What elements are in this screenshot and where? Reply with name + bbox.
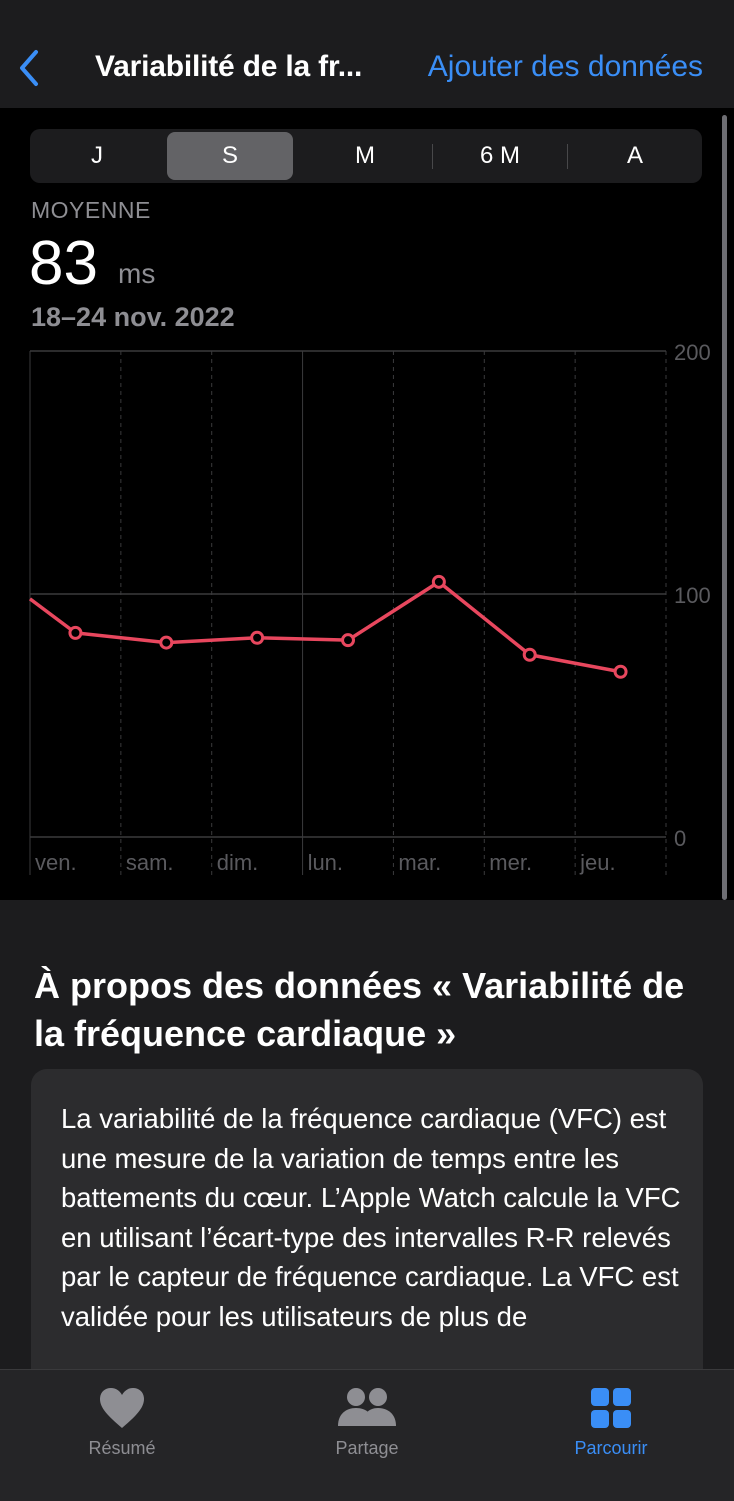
scrollbar[interactable] xyxy=(722,115,727,900)
data-point xyxy=(68,625,83,640)
average-label: MOYENNE xyxy=(31,197,151,223)
x-tick-label: ven. xyxy=(35,850,77,875)
data-point xyxy=(341,633,355,648)
segment-year[interactable]: A xyxy=(626,142,643,169)
segment-6-months[interactable]: 6 M xyxy=(479,142,520,169)
people-icon xyxy=(338,1388,396,1426)
page-title: Variabilité de la fr... xyxy=(95,50,363,83)
y-tick-label: 200 xyxy=(674,340,711,365)
heart-icon xyxy=(100,1388,144,1428)
x-tick-label: mer. xyxy=(489,850,532,875)
average-value: 83 xyxy=(29,229,98,298)
tab-summary[interactable]: Résumé xyxy=(0,1370,244,1501)
add-data-button[interactable]: Ajouter des données xyxy=(427,50,703,83)
tab-browse[interactable]: Parcourir xyxy=(489,1370,733,1501)
segment-month[interactable]: M xyxy=(355,142,375,169)
y-tick-label: 100 xyxy=(674,583,711,608)
x-tick-label: jeu. xyxy=(579,850,615,875)
x-tick-label: sam. xyxy=(126,850,174,875)
about-section-title: À propos des données « Variabilité de la… xyxy=(34,965,685,1054)
y-tick-label: 0 xyxy=(674,826,686,851)
x-tick-label: mar. xyxy=(398,850,441,875)
data-point xyxy=(159,635,174,650)
chevron-left-icon xyxy=(20,50,38,86)
x-tick-label: lun. xyxy=(308,850,343,875)
tab-bar: Résumé Partage Parcourir xyxy=(0,1369,734,1501)
data-point xyxy=(250,630,265,645)
about-card: La variabilité de la fréquence cardiaque… xyxy=(31,1069,703,1399)
about-text: La variabilité de la fréquence cardiaque… xyxy=(61,1103,681,1332)
navigation-bar: Variabilité de la fr... Ajouter des donn… xyxy=(0,0,734,108)
average-unit: ms xyxy=(118,258,156,289)
tab-sharing-label: Partage xyxy=(335,1438,399,1458)
x-tick-label: dim. xyxy=(217,850,259,875)
data-point xyxy=(613,664,628,679)
chart-panel xyxy=(0,108,734,900)
tab-sharing[interactable]: Partage xyxy=(245,1370,489,1501)
hrv-line-chart[interactable]: 0 100 200 ven. sam. dim. lun. mar. mer. jeu. xyxy=(0,340,734,885)
segment-divider xyxy=(567,144,568,169)
segment-week[interactable]: S xyxy=(167,132,293,180)
date-range: 18–24 nov. 2022 xyxy=(31,302,235,332)
segment-day[interactable]: J xyxy=(91,142,103,169)
series-line xyxy=(28,580,621,674)
period-segmented-control: J S M 6 M A xyxy=(30,129,702,183)
data-point xyxy=(431,574,446,589)
data-point xyxy=(522,647,537,662)
tab-browse-label: Parcourir xyxy=(574,1438,648,1458)
tab-summary-label: Résumé xyxy=(88,1438,156,1458)
back-button[interactable] xyxy=(14,48,46,88)
grid-icon xyxy=(591,1388,631,1428)
segment-divider xyxy=(432,144,433,169)
